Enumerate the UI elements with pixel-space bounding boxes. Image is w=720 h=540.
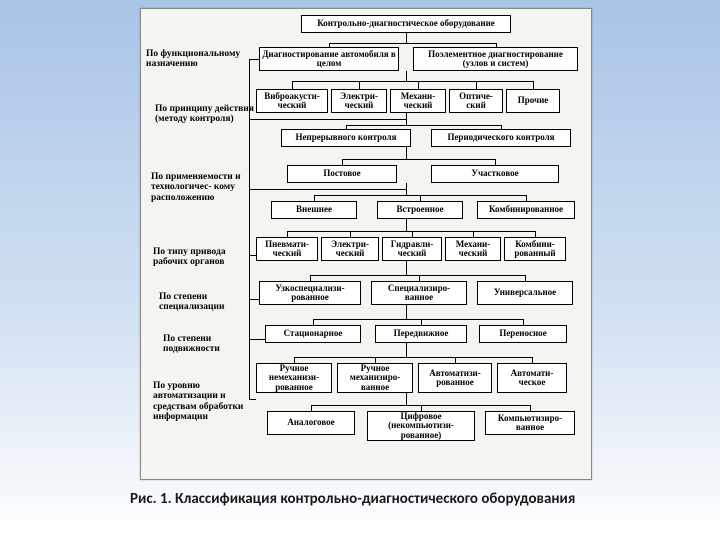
connector xyxy=(249,59,259,60)
node-e1: Узкоспециализи- рованное xyxy=(259,281,361,305)
node-h4: Автомати- ческое xyxy=(497,363,567,393)
node-i3: Компьютизиро- ванное xyxy=(485,411,575,435)
node-h1: Ручное немеханизи- рованное xyxy=(256,363,332,393)
connector xyxy=(287,231,535,232)
node-e2: Специализиро- ванное xyxy=(371,281,467,305)
connector xyxy=(533,81,534,89)
connector xyxy=(249,59,250,399)
side-label: По уровню автоматизации и средствам обра… xyxy=(153,381,258,423)
node-p3: Механи- ческий xyxy=(390,89,446,113)
connector xyxy=(406,305,407,319)
connector xyxy=(249,189,406,190)
connector xyxy=(329,43,496,44)
side-label: По степени подвижности xyxy=(163,334,268,355)
connector xyxy=(313,319,523,320)
node-g2: Передвижное xyxy=(375,325,467,343)
side-label: По принципу действия (методу контроля) xyxy=(155,104,260,125)
connector xyxy=(406,71,407,81)
node-e3: Универсальное xyxy=(477,281,573,305)
side-label: По функциональному назначению xyxy=(146,49,251,70)
node-i2: Цифровое (некомпьютизи- рованное) xyxy=(367,411,475,441)
node-g1: Стационарное xyxy=(265,325,361,343)
node-c1: Непрерывного контроля xyxy=(281,129,411,147)
node-p5: Прочие xyxy=(506,89,560,113)
side-label: По применяемости и технологичес- кому ра… xyxy=(151,172,256,203)
node-h3: Автоматизи- рованное xyxy=(418,363,492,393)
node-c2: Периодического контроля xyxy=(431,129,571,147)
side-label: По типу привода рабочих органов xyxy=(153,247,258,268)
node-d3: Гидравли- ческий xyxy=(382,237,442,261)
connector xyxy=(406,147,407,159)
connector xyxy=(346,125,501,126)
node-p2: Электри- ческий xyxy=(331,89,387,113)
node-g3: Переносное xyxy=(479,325,567,343)
connector xyxy=(294,357,532,358)
connector xyxy=(359,81,360,89)
node-d5: Комбини- рованный xyxy=(504,237,566,261)
node-b3: Комбинированное xyxy=(477,201,575,219)
connector xyxy=(406,113,407,125)
node-root: Контрольно-диагностическое оборудование xyxy=(301,15,511,33)
node-d4: Механи- ческий xyxy=(445,237,501,261)
node-f2: Поэлементное диагностирование (узлов и с… xyxy=(413,47,578,71)
figure-caption: Рис. 1. Классификация контрольно-диагнос… xyxy=(130,490,600,509)
connector xyxy=(292,81,293,89)
node-a1: Постовое xyxy=(287,165,397,183)
node-p1: Виброакусти- ческий xyxy=(256,89,328,113)
connector xyxy=(249,299,259,300)
connector xyxy=(476,81,477,89)
connector xyxy=(249,399,256,400)
node-h2: Ручное механизиро- ванное xyxy=(337,363,413,393)
node-p4: Оптиче- ский xyxy=(449,89,503,113)
connector xyxy=(406,261,407,275)
connector xyxy=(406,393,407,405)
node-i1: Аналоговое xyxy=(267,411,355,435)
connector xyxy=(406,343,407,357)
node-d2: Электри- ческий xyxy=(321,237,379,261)
node-f1: Диагностирование автомобиля в целом xyxy=(259,47,399,71)
connector xyxy=(406,33,407,43)
node-b1: Внешнее xyxy=(271,201,357,219)
connector xyxy=(292,81,533,82)
connector xyxy=(249,339,265,340)
connector xyxy=(249,119,406,120)
node-d1: Пневмати- ческий xyxy=(256,237,318,261)
node-b2: Встроенное xyxy=(377,201,463,219)
connector xyxy=(249,255,256,256)
connector xyxy=(342,159,495,160)
connector xyxy=(418,81,419,89)
diagram-sheet: По функциональному назначению По принципу… xyxy=(140,8,592,480)
connector xyxy=(406,183,407,195)
connector xyxy=(406,219,407,231)
node-a2: Участковое xyxy=(431,165,559,183)
connector xyxy=(310,275,525,276)
